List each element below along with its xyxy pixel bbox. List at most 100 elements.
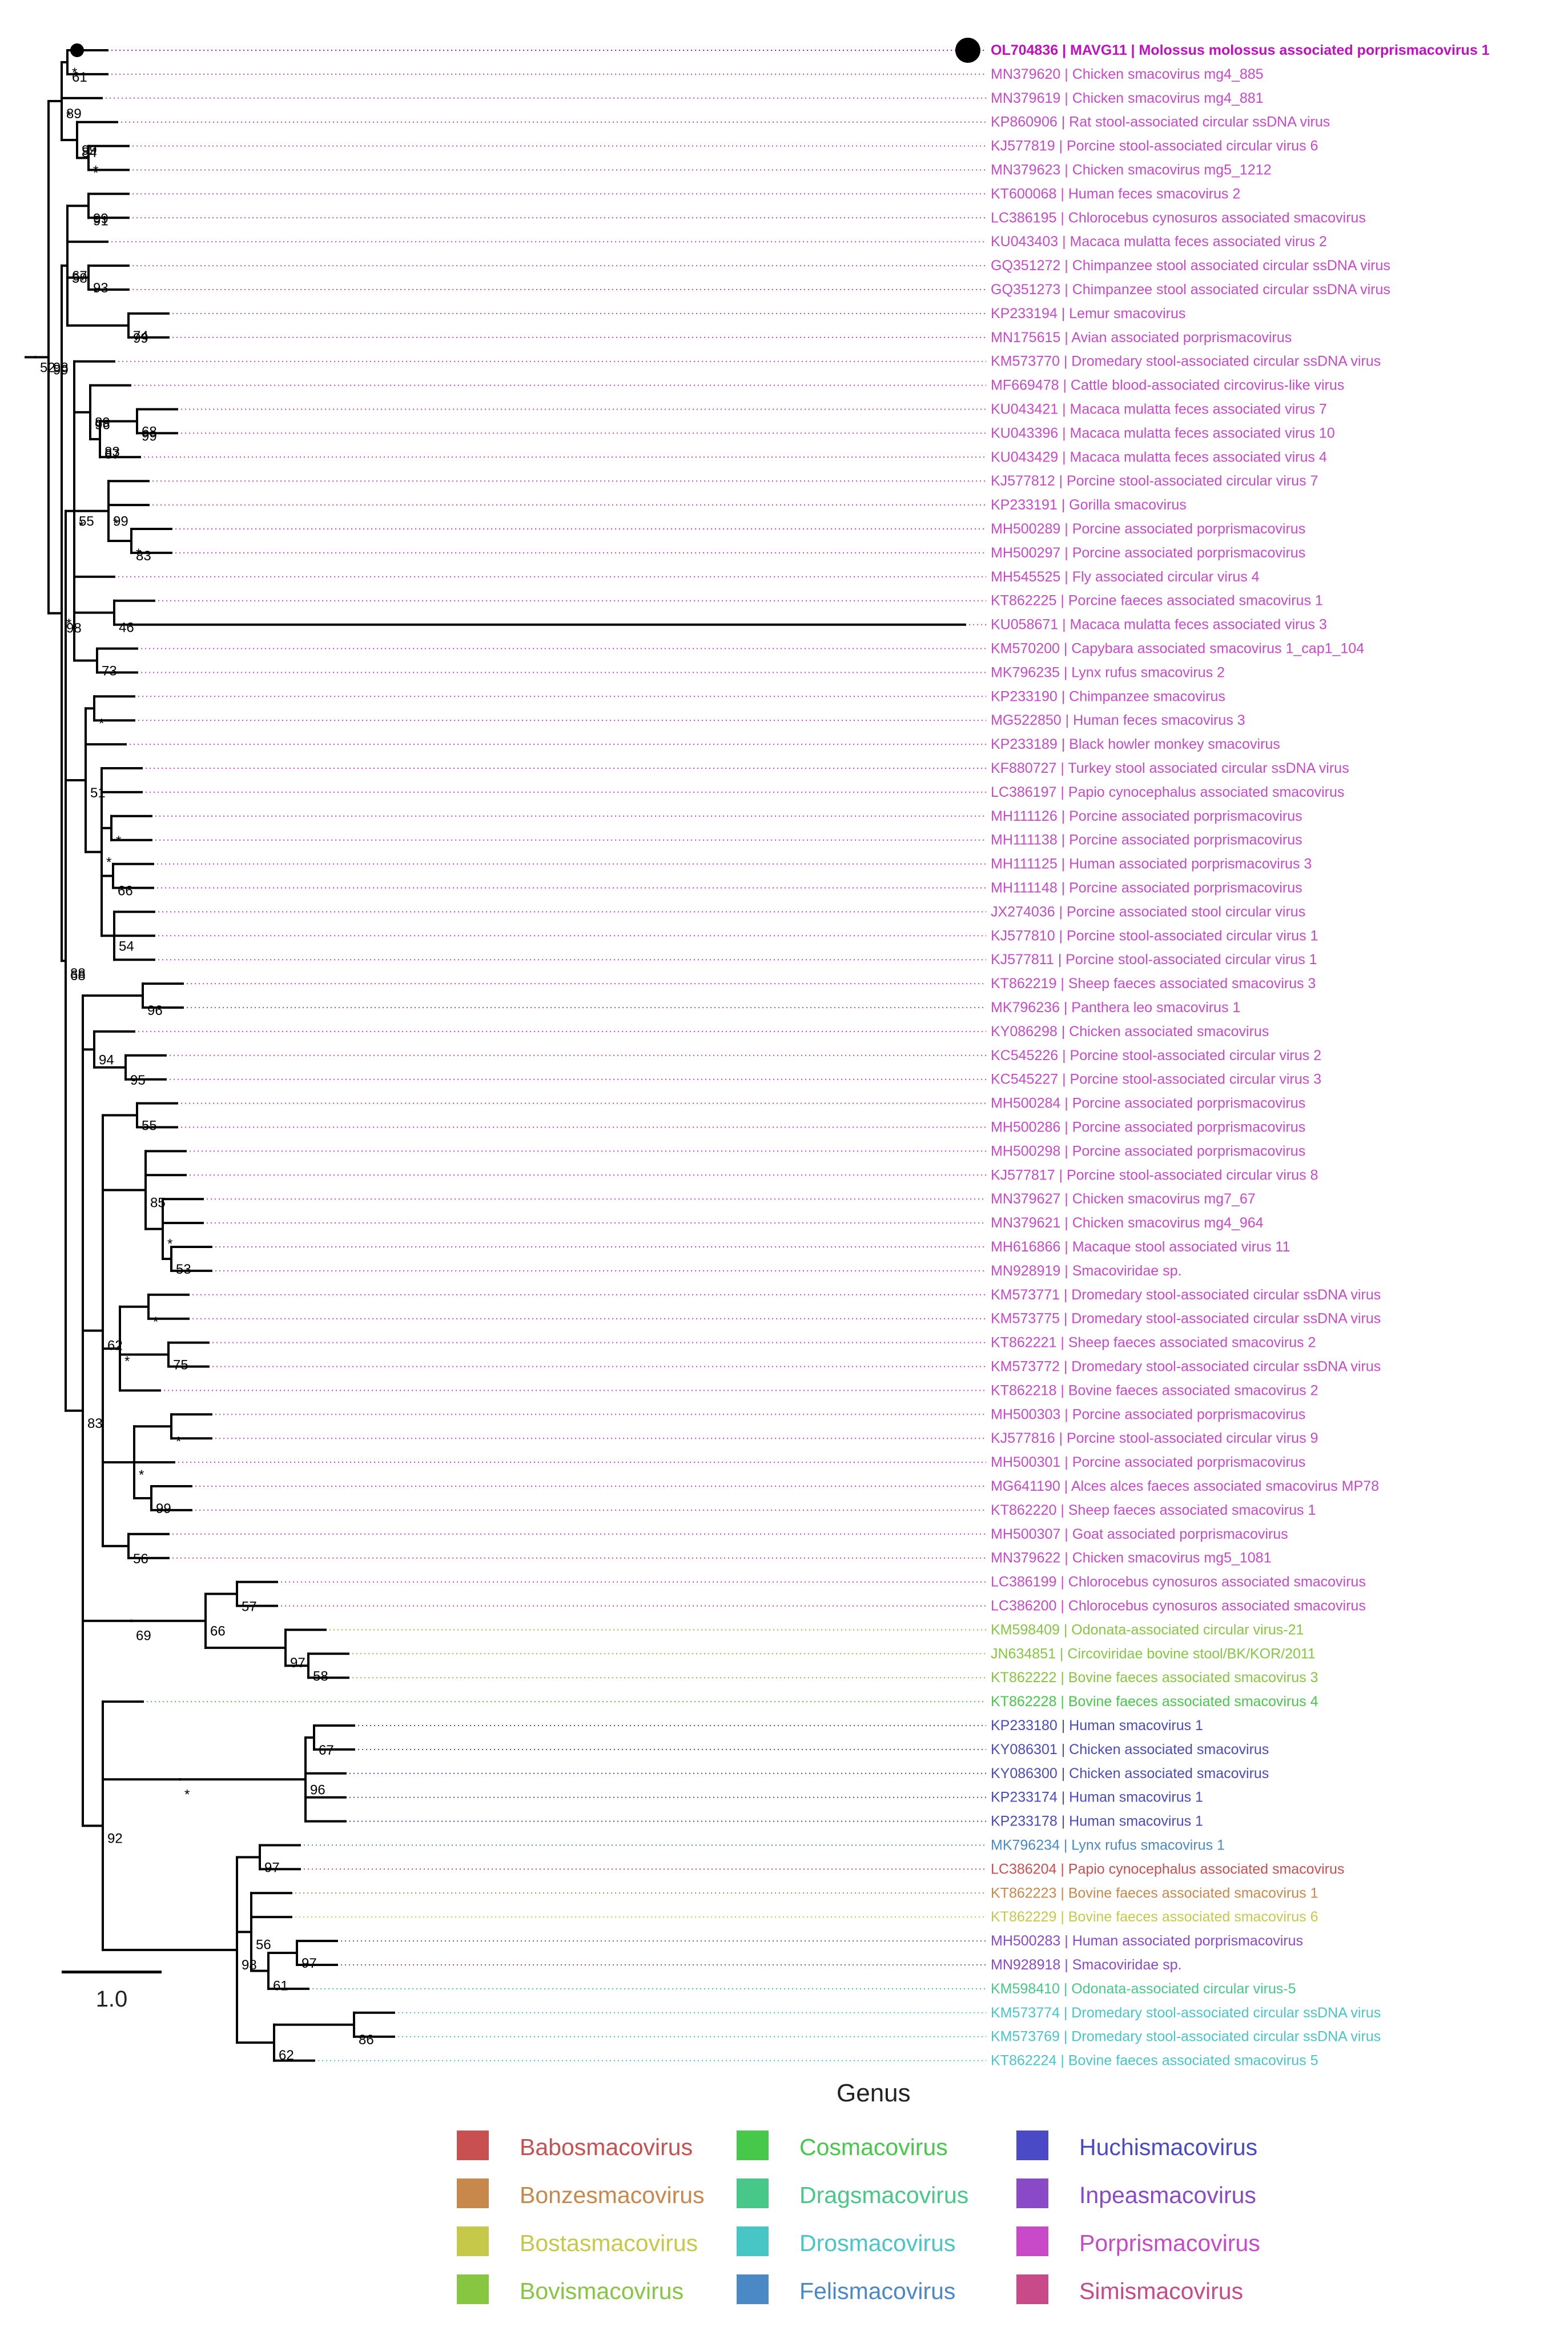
leaf-label: KT862225 | Porcine faeces associated sma… [991,593,1323,609]
support-value: * [106,855,111,870]
leaf-label: MK796234 | Lynx rufus smacovirus 1 [991,1837,1225,1853]
leaf-label: KT862229 | Bovine faeces associated smac… [991,1909,1318,1925]
support-value: 62 [279,2048,294,2063]
legend-label: Huchismacovirus [1079,2134,1258,2160]
legend-item: Porprismacovirus [1016,2226,1313,2261]
support-value: 93 [93,280,108,296]
leaf-label: KT862228 | Bovine faeces associated smac… [991,1694,1318,1710]
support-value: 94 [99,1052,114,1068]
leaf-label: MK796236 | Panthera leo smacovirus 1 [991,1000,1240,1016]
leaf-label: MH111148 | Porcine associated porprismac… [991,880,1302,896]
leaf-label: MH111126 | Porcine associated porprismac… [991,808,1302,824]
support-value: 97 [301,1956,317,1971]
support-value: 61 [273,1978,288,1993]
phylogenetic-tree: 98896199*986799*7488*89839999*467351***6… [25,38,1490,2068]
leaf-label: KY086298 | Chicken associated smacovirus [991,1024,1269,1040]
leaf-label: KM598410 | Odonata-associated circular v… [991,1981,1296,1997]
legend-swatch [737,2178,769,2208]
support-value: 51 [90,785,106,801]
support-value: 86 [359,2032,374,2048]
support-value: 92 [107,1831,123,1846]
support-value: * [93,285,98,300]
leaf-label: KT862219 | Sheep faeces associated smaco… [991,976,1316,992]
legend-swatch [1016,2178,1048,2208]
support-value: 88 [70,966,86,981]
leaf-label: LC386195 | Chlorocebus cynosuros associa… [991,210,1366,226]
leaf-label: LC386204 | Papio cynocephalus associated… [991,1861,1344,1877]
support-value: 99 [93,211,108,226]
leaf-label: KJ577810 | Porcine stool-associated circ… [991,928,1318,944]
scale-bar-label: 1.0 [95,1987,128,2012]
legend-label: Bonzesmacovirus [520,2182,705,2208]
support-value: 66 [210,1624,226,1639]
support-value: 99 [82,143,97,158]
support-value: * [66,616,71,632]
support-value: 96 [310,1782,325,1798]
leaf-label: KJ577816 | Porcine stool-associated circ… [991,1430,1318,1446]
support-value: * [93,163,98,179]
leaf-label: KP233174 | Human smacovirus 1 [991,1790,1203,1806]
legend-label: Felismacovirus [799,2278,956,2304]
leaf-label: KM573770 | Dromedary stool-associated ci… [991,354,1381,370]
support-value: 84 [82,145,97,161]
legend-label: Bovismacovirus [520,2278,684,2304]
support-value: * [113,516,118,532]
leaf-label: LC386197 | Papio cynocephalus associated… [991,784,1344,800]
support-value: 83 [87,1416,103,1431]
legend-label: Simismacovirus [1079,2278,1244,2304]
support-value: * [153,1314,158,1330]
leaf-label: KF880727 | Turkey stool associated circu… [991,760,1349,776]
support-value: 89 [95,415,110,431]
support-value: 46 [119,620,134,636]
leaf-label: GQ351273 | Chimpanzee stool associated c… [991,282,1390,298]
leaf-label: KJ577812 | Porcine stool-associated circ… [991,473,1318,489]
leaf-label: MH500298 | Porcine associated porprismac… [991,1143,1305,1159]
leaf-label: MH500286 | Porcine associated porprismac… [991,1120,1305,1136]
leaf-label: MH500307 | Goat associated porprismacovi… [991,1526,1288,1542]
leaf-label: GQ351272 | Chimpanzee stool associated c… [991,258,1390,274]
query-marker-dot-small [70,43,84,57]
leaf-label: KP860906 | Rat stool-associated circular… [991,114,1330,130]
support-value: * [99,716,104,731]
leaf-label: KP233190 | Chimpanzee smacovirus [991,688,1225,704]
support-value: * [124,1354,130,1369]
support-value: 95 [130,1073,146,1088]
support-value: 56 [133,1551,148,1567]
leaf-label: KJ577817 | Porcine stool-associated circ… [991,1167,1318,1183]
leaf-label: MH500283 | Human associated porprismacov… [991,1933,1303,1949]
support-value: 73 [102,663,117,679]
leaf-label: JX274036 | Porcine associated stool circ… [991,904,1305,920]
tree-branches [25,49,966,2062]
leaf-label: KM598409 | Odonata-associated circular v… [991,1622,1304,1638]
leaf-label: MH500303 | Porcine associated porprismac… [991,1406,1305,1422]
support-value: 85 [150,1195,166,1210]
leaf-label: MH500284 | Porcine associated porprismac… [991,1096,1305,1112]
support-value: 87 [104,447,120,462]
scale-bar-line [62,1971,162,1973]
support-value: * [66,109,71,124]
legend-item: Felismacovirus [737,2274,1034,2309]
leaf-label: KP233191 | Gorilla smacovirus [991,497,1187,513]
leaf-label: KU043429 | Macaca mulatta feces associat… [991,449,1327,465]
support-value: 99 [156,1501,171,1516]
support-value: * [184,1787,190,1802]
legend-label: Drosmacovirus [799,2230,956,2256]
leaf-label: KY086301 | Chicken associated smacovirus [991,1742,1269,1758]
leaf-label: KT862224 | Bovine faeces associated smac… [991,2053,1318,2068]
legend-swatch [1016,2131,1048,2160]
support-value: 99 [53,362,69,378]
leaf-label: KT600068 | Human feces smacovirus 2 [991,186,1240,202]
leaf-label: KU058671 | Macaca mulatta feces associat… [991,617,1327,633]
leaf-label: MK796235 | Lynx rufus smacovirus 2 [991,664,1225,680]
leaf-label: KU043396 | Macaca mulatta feces associat… [991,425,1335,441]
leaf-label: MH111125 | Human associated porprismacov… [991,856,1312,872]
legend-item: Bostasmacovirus [457,2226,754,2261]
leaf-label: KY086300 | Chicken associated smacovirus [991,1766,1269,1782]
support-value: 98 [53,360,69,375]
legend-title: Genus [837,2079,911,2107]
genus-legend: Genus Babosmacovirus Cosmacovirus Huchisma… [457,2079,1313,2319]
support-value: 55 [79,514,94,529]
leaf-label: KT862221 | Sheep faeces associated smaco… [991,1335,1316,1351]
support-value: 91 [93,213,108,228]
leaf-label: MN175615 | Avian associated porprismacov… [991,330,1292,346]
